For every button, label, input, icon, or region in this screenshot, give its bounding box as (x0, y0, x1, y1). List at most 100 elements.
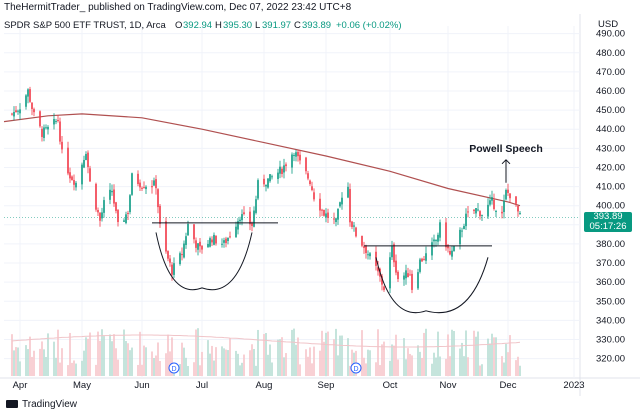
volume-bar (439, 356, 441, 376)
volume-bar (465, 330, 467, 376)
volume-bar (17, 347, 19, 376)
candle-body (383, 286, 385, 290)
tradingview-logo[interactable]: TradingView (6, 399, 77, 410)
candle-body (271, 176, 273, 178)
candle-body (69, 172, 71, 179)
candle-body (439, 222, 441, 238)
symbol-name[interactable]: SPDR S&P 500 ETF TRUST, 1D, Arca (4, 20, 166, 31)
y-tick-label: 470.00 (596, 67, 625, 78)
candle-body (363, 246, 365, 248)
candle-body (341, 197, 343, 205)
volume-bar (83, 350, 85, 376)
volume-bar (45, 357, 47, 376)
volume-bar (283, 357, 285, 376)
volume-bar (319, 350, 321, 376)
candle-body (409, 274, 411, 276)
candle-body (377, 267, 379, 272)
candle-body (61, 141, 63, 150)
volume-bar (263, 334, 265, 376)
volume-bar (381, 344, 383, 376)
y-tick-label: 350.00 (596, 296, 625, 307)
volume-bar (367, 349, 369, 376)
volume-bar (491, 333, 493, 376)
volume-bar (269, 344, 271, 376)
candle-body (187, 223, 189, 236)
candle-body (99, 212, 101, 221)
volume-bar (447, 334, 449, 376)
y-tick-label: 450.00 (596, 105, 625, 116)
volume-bar (389, 360, 391, 376)
volume-bar (501, 356, 503, 376)
dividend-marker-label: D (171, 366, 176, 373)
volume-bar (223, 348, 225, 376)
dividend-marker (350, 362, 362, 374)
volume-bar (85, 337, 87, 376)
volume-bar (103, 336, 105, 376)
volume-bar (421, 357, 423, 376)
candle-body (321, 209, 323, 211)
candle-body (39, 111, 41, 127)
candle-body (437, 234, 439, 242)
candle-body (183, 243, 185, 258)
candle-body (155, 179, 157, 189)
candle-body (249, 211, 251, 225)
volume-bar (33, 350, 35, 376)
volume-bar (445, 358, 447, 376)
volume-bar (215, 347, 217, 376)
volume-bar (57, 329, 59, 376)
volume-bar (327, 331, 329, 376)
candle-body (449, 250, 451, 255)
volume-bar (159, 360, 161, 376)
candle-body (489, 200, 491, 205)
candle-body (297, 151, 299, 157)
candle-body (267, 178, 269, 188)
candle-body (467, 211, 469, 213)
candle-body (367, 254, 369, 256)
candle-body (153, 180, 155, 186)
volume-bar (335, 328, 337, 376)
candle-body (473, 209, 475, 211)
candle-body (11, 113, 13, 115)
candle-body (253, 210, 255, 227)
candle-body (73, 180, 75, 185)
dividend-marker (168, 362, 180, 374)
volume-bar (435, 357, 437, 376)
volume-bar (11, 334, 13, 376)
candle-body (391, 246, 393, 258)
candle-body (71, 176, 73, 181)
candle-body (265, 184, 267, 187)
volume-bar (477, 331, 479, 376)
volume-bar (437, 331, 439, 376)
candle-body (279, 166, 281, 174)
publisher-text: TheHermitTrader_ published on TradingVie… (4, 2, 352, 13)
volume-bar (481, 364, 483, 376)
candle-body (479, 211, 481, 217)
volume-bar (109, 334, 111, 376)
candle-body (337, 208, 339, 220)
candle-body (181, 254, 183, 256)
volume-bar (43, 349, 45, 376)
candle-body (463, 226, 465, 230)
moving-average-layer (3, 113, 521, 207)
volume-bar (509, 335, 511, 376)
candle-body (335, 218, 337, 223)
change-value: +0.06 (+0.02%) (336, 20, 402, 31)
candle-body (143, 187, 145, 189)
volume-bar (241, 362, 243, 376)
candle-body (145, 186, 147, 190)
candle-body (251, 222, 253, 226)
candle-body (351, 221, 353, 228)
candle-body (481, 214, 483, 216)
volume-bar (129, 350, 131, 376)
y-tick-label: 480.00 (596, 48, 625, 59)
annotation-layer: Powell Speech D D (152, 143, 543, 374)
candle-body (257, 180, 259, 199)
candle-body (283, 165, 285, 173)
volume-bar (87, 338, 89, 376)
volume-bar (151, 351, 153, 376)
volume-bar (363, 357, 365, 376)
candle-body (311, 186, 313, 191)
volume-bar (179, 364, 181, 376)
candle-body (17, 110, 19, 112)
